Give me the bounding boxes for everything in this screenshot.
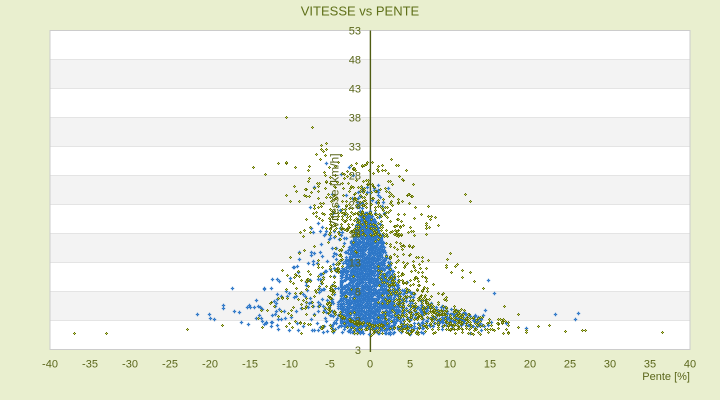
x-tick-label: -40	[42, 359, 58, 371]
x-tick-label: 10	[444, 359, 456, 371]
x-tick-label: 35	[644, 359, 656, 371]
y-axis-min-label: 3	[355, 345, 361, 357]
y-tick-label: 48	[349, 55, 361, 67]
x-tick-label: -15	[242, 359, 258, 371]
x-tick-label: 0	[367, 359, 373, 371]
y-tick-label: 3	[355, 316, 361, 328]
y-tick-label: 13	[349, 258, 361, 270]
x-tick-label: -5	[325, 359, 335, 371]
y-tick-label: 43	[349, 84, 361, 96]
y-tick-label: 18	[349, 229, 361, 241]
x-tick-label: -35	[82, 359, 98, 371]
x-tick-label: 20	[524, 359, 536, 371]
y-tick-label: 53	[349, 26, 361, 38]
y-tick-label: 33	[349, 142, 361, 154]
y-tick-label: 38	[349, 113, 361, 125]
x-tick-label: -30	[122, 359, 138, 371]
x-axis-title: Pente [%]	[642, 371, 690, 383]
y-tick-label: 28	[349, 171, 361, 183]
x-tick-label: -10	[282, 359, 298, 371]
x-tick-label: 5	[407, 359, 413, 371]
x-tick-label: -20	[202, 359, 218, 371]
x-tick-label: -25	[162, 359, 178, 371]
x-tick-label: 40	[684, 359, 696, 371]
y-tick-label: 8	[355, 287, 361, 299]
y-axis-title: Vitesse [km/h]	[328, 153, 342, 228]
chart-title: VITESSE vs PENTE	[301, 4, 420, 19]
x-tick-label: 25	[564, 359, 576, 371]
y-tick-label: 23	[349, 200, 361, 212]
x-tick-label: 15	[484, 359, 496, 371]
x-tick-label: 30	[604, 359, 616, 371]
x-tick-labels: -40 -35 -30 -25 -20 -15 -10 -5 0 5 10 15 20 25 30 35 40	[42, 359, 696, 371]
